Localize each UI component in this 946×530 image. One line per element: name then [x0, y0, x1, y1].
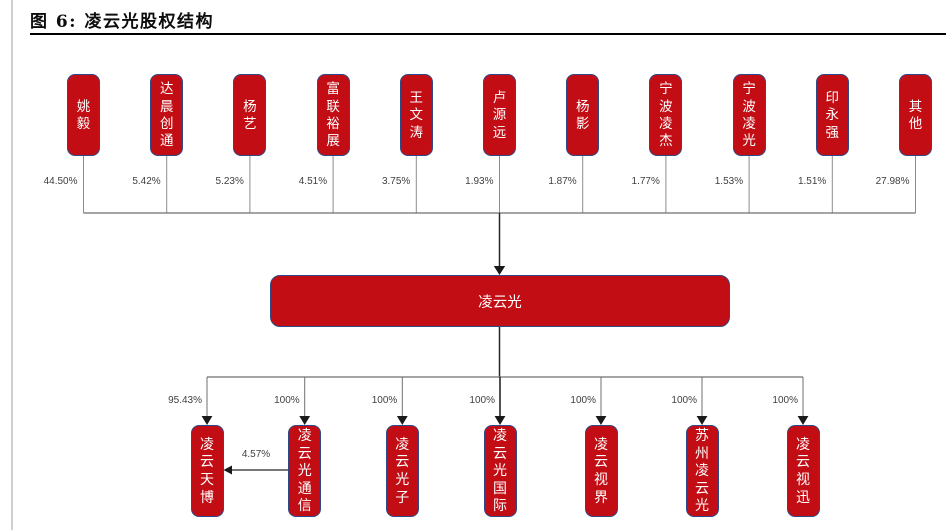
subsidiary-box: 凌云光子 — [385, 425, 419, 517]
shareholder-drop-lines — [83, 156, 916, 213]
shareholder-box: 卢源远 — [483, 74, 516, 156]
shareholder-name: 其他 — [908, 98, 923, 131]
cross-holding-arrow — [223, 465, 289, 475]
subsidiary-pct: 100% — [469, 395, 495, 406]
subsidiary-box: 凌云视界 — [584, 425, 618, 517]
ownership-pct: 1.87% — [548, 176, 577, 187]
subsidiary-pct: 95.43% — [168, 395, 202, 406]
shareholder-name: 富联裕展 — [326, 81, 340, 149]
subsidiary-name: 苏州凌云光 — [695, 426, 709, 514]
shareholder-name: 杨影 — [575, 98, 590, 131]
subsidiary-pct: 100% — [371, 395, 398, 406]
subsidiary-pct: 100% — [772, 395, 798, 406]
shareholder-box: 杨影 — [566, 74, 600, 156]
parent-company-name: 凌云光 — [478, 294, 522, 311]
figure-title: 图 6: 凌云光股权结构 — [30, 12, 214, 32]
subsidiary-arrowheads — [201, 416, 809, 425]
subsidiary-box: 苏州凌云光 — [685, 425, 719, 517]
ownership-pct: 4.51% — [298, 176, 328, 187]
cross-holding-pct: 4.57% — [241, 449, 271, 460]
ownership-pct: 1.53% — [714, 176, 744, 187]
ownership-pct: 3.75% — [381, 176, 411, 187]
ownership-pct: 5.42% — [132, 176, 161, 187]
shareholder-name: 印永强 — [825, 90, 840, 140]
subsidiary-pct: 100% — [671, 395, 697, 406]
ownership-pct: 44.50% — [43, 176, 78, 187]
shareholder-name: 宁波凌光 — [742, 81, 756, 149]
parent-inflow-arrow — [493, 213, 506, 275]
ownership-pct: 1.93% — [465, 176, 494, 187]
subsidiary-name: 凌云光国际 — [493, 426, 507, 514]
subsidiary-drop-lines — [206, 377, 804, 417]
subsidiary-pct: 100% — [274, 395, 300, 406]
shareholder-box: 王文涛 — [399, 74, 433, 156]
subsidiary-box: 凌云视迅 — [786, 425, 820, 517]
subsidiary-pct: 100% — [570, 395, 596, 406]
subsidiary-box: 凌云光国际 — [483, 425, 517, 517]
subsidiary-name: 凌云视迅 — [796, 435, 810, 505]
shareholder-box: 宁波凌光 — [732, 74, 766, 156]
ownership-pct: 1.77% — [631, 176, 660, 187]
shareholder-name: 杨艺 — [243, 98, 257, 131]
ownership-pct: 5.23% — [215, 176, 244, 187]
ownership-pct: 27.98% — [875, 176, 910, 187]
shareholder-box: 杨艺 — [233, 74, 267, 156]
shareholder-box: 姚毅 — [67, 74, 100, 156]
shareholder-name: 卢源远 — [492, 90, 507, 140]
ownership-pct: 1.51% — [797, 176, 827, 187]
shareholder-box: 宁波凌杰 — [649, 74, 683, 156]
shareholder-name: 姚毅 — [76, 98, 91, 131]
subsidiary-name: 凌云光子 — [395, 435, 410, 505]
parent-company-box: 凌云光 — [270, 275, 730, 327]
shareholder-box: 印永强 — [815, 74, 849, 156]
subsidiary-name: 凌云光通信 — [297, 426, 312, 514]
shareholder-name: 宁波凌杰 — [659, 81, 673, 149]
page-margin-line — [11, 0, 13, 530]
shareholder-name: 达晨创通 — [159, 81, 174, 149]
subsidiary-name: 凌云视界 — [594, 435, 608, 505]
subsidiary-box: 凌云天博 — [190, 425, 224, 517]
shareholder-box: 达晨创通 — [150, 74, 184, 156]
shareholder-box: 其他 — [899, 74, 932, 156]
title-rule — [30, 33, 946, 35]
shareholder-box: 富联裕展 — [316, 74, 350, 156]
subsidiary-box: 凌云光通信 — [288, 425, 322, 517]
shareholder-name: 王文涛 — [409, 90, 424, 140]
subsidiary-name: 凌云天博 — [200, 435, 214, 505]
